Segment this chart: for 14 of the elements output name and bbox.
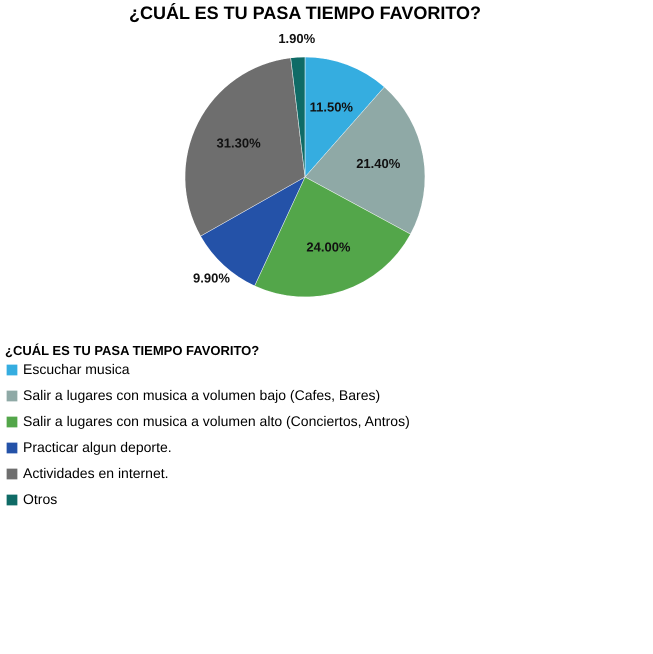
legend-title: ¿CUÁL ES TU PASA TIEMPO FAVORITO? [5,343,260,358]
legend-label: Otros [23,491,58,507]
legend-label: Practicar algun deporte. [23,439,172,455]
data-label: 31.30% [216,135,262,150]
legend-label: Actividades en internet. [23,465,169,481]
data-label: 21.40% [356,156,401,171]
data-label: 9.90% [193,270,230,286]
chart-title: ¿CUÁL ES TU PASA TIEMPO FAVORITO? [128,3,482,23]
data-label: 24.00% [306,240,351,255]
data-label: 11.50% [310,99,354,114]
legend-label: Salir a lugares con musica a volumen bajo (Cafes, Bares) [23,387,380,403]
legend-label: Escuchar musica [23,361,130,377]
legend-label: Salir a lugares con musica a volumen alto (Conciertos, Antros) [23,413,410,429]
data-label: 1.90% [278,31,316,46]
